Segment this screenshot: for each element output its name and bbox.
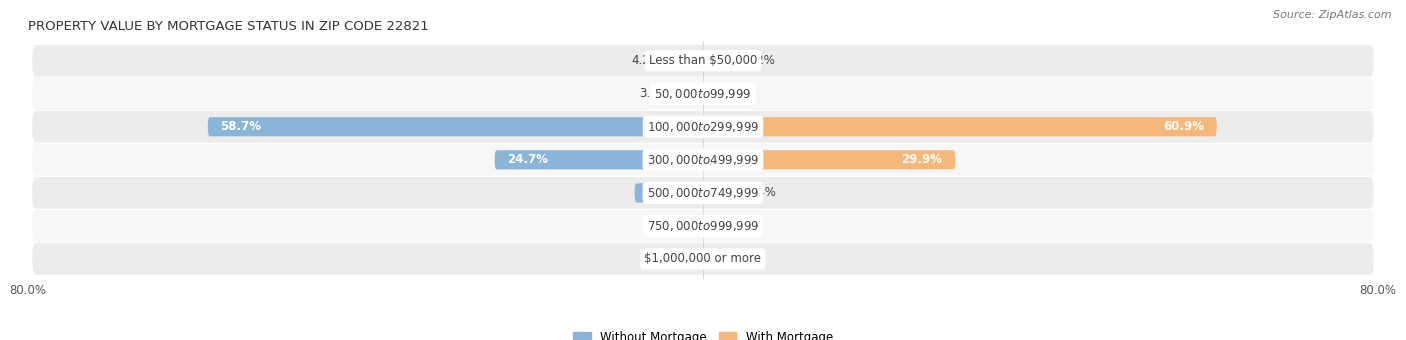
Text: 0.54%: 0.54% (714, 253, 751, 266)
Text: $750,000 to $999,999: $750,000 to $999,999 (647, 219, 759, 233)
FancyBboxPatch shape (32, 111, 1374, 142)
FancyBboxPatch shape (703, 150, 955, 169)
FancyBboxPatch shape (32, 177, 1374, 209)
Text: Less than $50,000: Less than $50,000 (648, 54, 758, 67)
FancyBboxPatch shape (634, 183, 703, 202)
FancyBboxPatch shape (208, 117, 703, 136)
FancyBboxPatch shape (32, 210, 1374, 242)
Text: 29.9%: 29.9% (901, 153, 942, 166)
FancyBboxPatch shape (32, 45, 1374, 76)
FancyBboxPatch shape (32, 243, 1374, 275)
Text: $100,000 to $299,999: $100,000 to $299,999 (647, 120, 759, 134)
FancyBboxPatch shape (693, 216, 703, 236)
Text: $50,000 to $99,999: $50,000 to $99,999 (654, 87, 752, 101)
Text: 58.7%: 58.7% (221, 120, 262, 133)
Text: $500,000 to $749,999: $500,000 to $749,999 (647, 186, 759, 200)
Text: 1.1%: 1.1% (657, 219, 688, 233)
Text: 24.7%: 24.7% (508, 153, 548, 166)
Text: $300,000 to $499,999: $300,000 to $499,999 (647, 153, 759, 167)
Text: 60.9%: 60.9% (1163, 120, 1204, 133)
FancyBboxPatch shape (676, 84, 703, 103)
Text: 0.0%: 0.0% (710, 219, 740, 233)
Text: PROPERTY VALUE BY MORTGAGE STATUS IN ZIP CODE 22821: PROPERTY VALUE BY MORTGAGE STATUS IN ZIP… (28, 20, 429, 33)
FancyBboxPatch shape (703, 51, 738, 70)
FancyBboxPatch shape (703, 183, 740, 202)
FancyBboxPatch shape (703, 117, 1216, 136)
Text: $1,000,000 or more: $1,000,000 or more (644, 253, 762, 266)
FancyBboxPatch shape (495, 150, 703, 169)
Text: 4.2%: 4.2% (745, 54, 775, 67)
FancyBboxPatch shape (32, 144, 1374, 176)
Text: 0.0%: 0.0% (666, 253, 696, 266)
Text: 0.0%: 0.0% (710, 87, 740, 100)
Text: Source: ZipAtlas.com: Source: ZipAtlas.com (1274, 10, 1392, 20)
FancyBboxPatch shape (32, 78, 1374, 109)
Legend: Without Mortgage, With Mortgage: Without Mortgage, With Mortgage (568, 327, 838, 340)
FancyBboxPatch shape (668, 51, 703, 70)
Text: 4.2%: 4.2% (631, 54, 661, 67)
Text: 4.4%: 4.4% (747, 186, 776, 199)
Text: 3.2%: 3.2% (640, 87, 669, 100)
Text: 8.1%: 8.1% (647, 186, 681, 199)
FancyBboxPatch shape (703, 249, 707, 269)
